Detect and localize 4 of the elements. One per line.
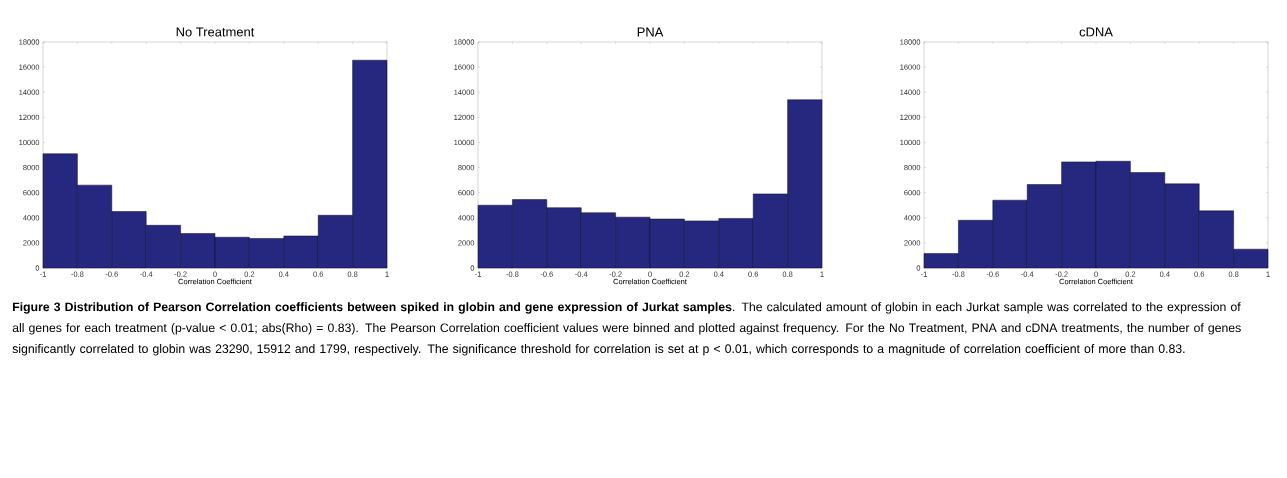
text: Figure 3 Distribution of Pearson Correlation coefficients between spiked in globin and gene expression of Jurkat samples. The calculated amount of globin in each Jurkat sample was correlated to the expression of all genes for each treatment (p-value < 0.01; abs(Rho) = 0.83). The Pearson Correlation coefficient values were binned and plotted against frequency. For the No Treatment, PNA and cDNA treatments, the number of genes significantly correlated to globin was 23290, 15912 and 1799, respectively. The significance threshold for correlation is set at p < 0.01, which corresponds to a magnitude of correlation coefficient of more than 0.83. (12, 302, 1241, 356)
chart-title: No Treatment (176, 27, 255, 37)
chart-title: cDNA (1079, 27, 1113, 37)
chart-title: PNA (637, 27, 664, 37)
